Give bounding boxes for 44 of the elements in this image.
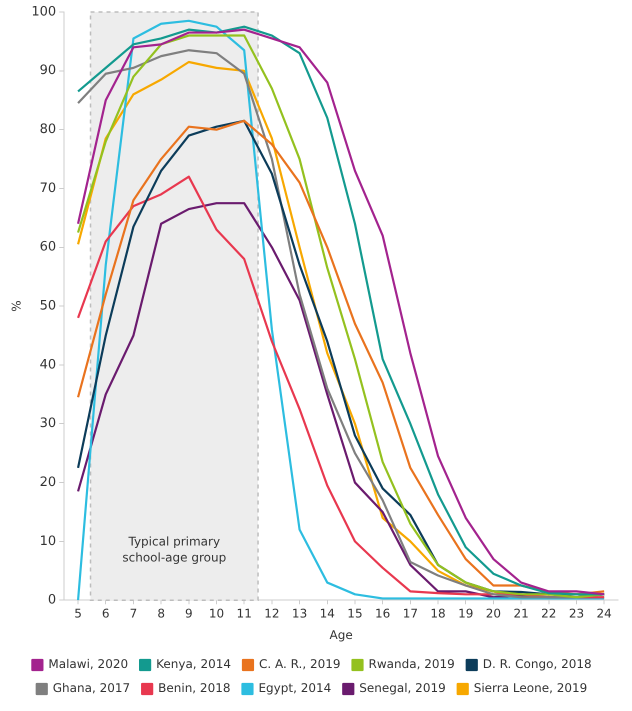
legend-label: Malawi, 2020 <box>48 657 128 672</box>
x-tick-label: 10 <box>208 606 224 621</box>
x-tick-label: 8 <box>157 606 165 621</box>
band-label: Typical primary school-age group <box>122 534 226 564</box>
legend-label: Sierra Leone, 2019 <box>474 681 588 696</box>
y-tick-label: 100 <box>31 4 56 20</box>
x-tick-label: 21 <box>513 606 529 621</box>
x-tick-label: 23 <box>568 606 584 621</box>
x-tick-label: 16 <box>375 606 390 621</box>
y-tick-label: 90 <box>40 63 56 78</box>
legend-label: Kenya, 2014 <box>156 657 231 672</box>
x-tick-label: 7 <box>130 606 138 621</box>
x-tick-label: 11 <box>236 606 252 621</box>
legend-label: Rwanda, 2019 <box>368 657 455 672</box>
legend-label: C. A. R., 2019 <box>258 657 341 672</box>
y-tick-label: 0 <box>48 592 56 608</box>
x-tick-label: 12 <box>264 606 280 621</box>
x-tick-label: 9 <box>184 606 193 621</box>
y-axis-title: % <box>9 300 24 312</box>
legend-label: Benin, 2018 <box>158 681 230 696</box>
y-tick-label: 80 <box>40 122 56 138</box>
x-axis-title: Age <box>329 628 353 642</box>
legend-label: Ghana, 2017 <box>52 681 130 696</box>
x-tick-label: 20 <box>486 606 502 621</box>
y-tick-label: 10 <box>40 534 56 549</box>
x-tick-label: 14 <box>320 606 335 621</box>
y-tick-label: 20 <box>40 474 56 490</box>
x-tick-label: 24 <box>596 606 612 621</box>
legend-label: Egypt, 2014 <box>258 681 332 696</box>
y-tick-label: 30 <box>40 416 56 432</box>
legend-label: D. R. Congo, 2018 <box>482 657 592 672</box>
x-tick-label: 17 <box>402 606 418 621</box>
y-tick-label: 50 <box>40 298 56 314</box>
x-tick-label: 5 <box>74 606 82 621</box>
y-tick-label: 40 <box>40 357 56 372</box>
legend-label: Senegal, 2019 <box>359 681 446 696</box>
x-tick-label: 18 <box>430 606 446 621</box>
x-tick-label: 15 <box>347 606 363 621</box>
x-tick-label: 19 <box>458 606 474 621</box>
y-tick-label: 60 <box>40 240 56 255</box>
x-tick-label: 6 <box>102 606 110 621</box>
x-tick-label: 13 <box>292 606 308 621</box>
x-tick-label: 22 <box>541 606 556 621</box>
y-tick-label: 70 <box>40 180 56 196</box>
